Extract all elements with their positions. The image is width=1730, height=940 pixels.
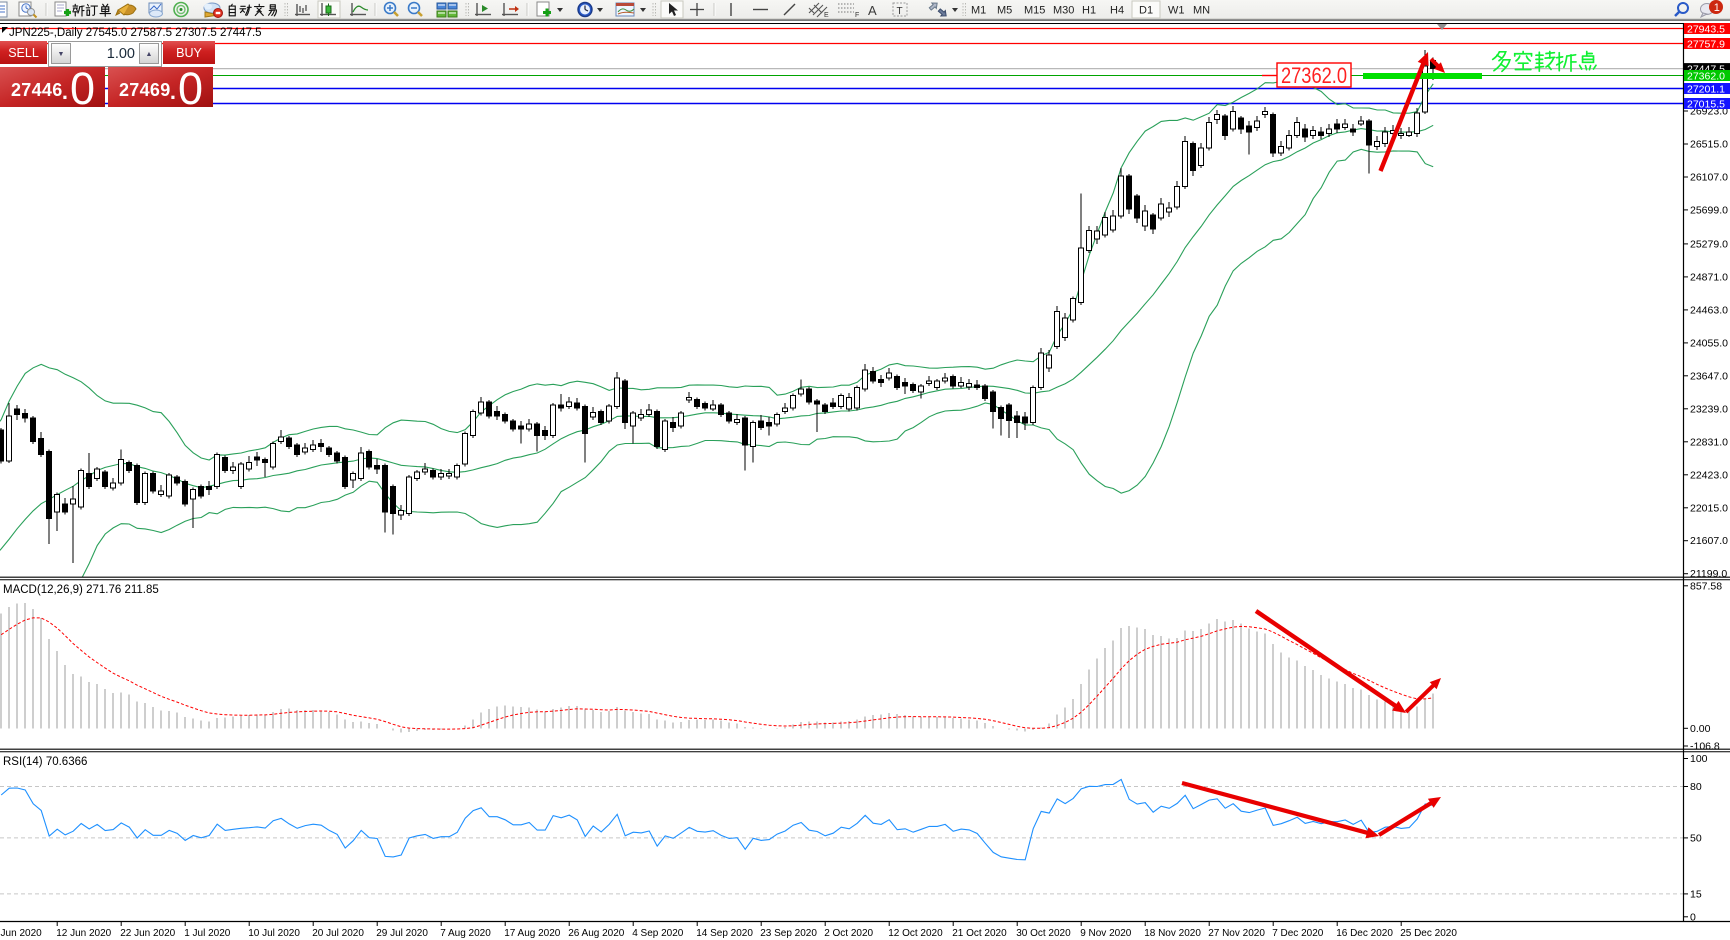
- svg-text:17 Aug 2020: 17 Aug 2020: [504, 928, 561, 939]
- svg-text:27015.5: 27015.5: [1687, 98, 1725, 110]
- svg-text:80: 80: [1690, 781, 1702, 793]
- svg-text:26 Aug 2020: 26 Aug 2020: [568, 928, 625, 939]
- svg-text:22015.0: 22015.0: [1690, 502, 1728, 514]
- svg-text:9 Nov 2020: 9 Nov 2020: [1080, 928, 1132, 939]
- svg-text:M30: M30: [1053, 5, 1074, 17]
- svg-text:22831.0: 22831.0: [1690, 436, 1728, 448]
- svg-text:RSI(14) 70.6366: RSI(14) 70.6366: [3, 756, 87, 768]
- svg-text:M15: M15: [1024, 5, 1045, 17]
- svg-text:7 Aug 2020: 7 Aug 2020: [440, 928, 491, 939]
- svg-text:0: 0: [1690, 911, 1696, 923]
- svg-text:20 Jul 2020: 20 Jul 2020: [312, 928, 364, 939]
- svg-text:14 Sep 2020: 14 Sep 2020: [696, 928, 753, 939]
- svg-text:JPN225-,Daily 27545.0 27587.5: JPN225-,Daily 27545.0 27587.5 27307.5 27…: [9, 27, 262, 39]
- svg-text:27362.0: 27362.0: [1281, 63, 1347, 88]
- svg-text:23239.0: 23239.0: [1690, 403, 1728, 415]
- svg-text:3 Jun 2020: 3 Jun 2020: [0, 928, 42, 939]
- svg-text:H1: H1: [1082, 5, 1096, 17]
- svg-text:27 Nov 2020: 27 Nov 2020: [1208, 928, 1265, 939]
- svg-text:12 Oct 2020: 12 Oct 2020: [888, 928, 943, 939]
- svg-text:21199.0: 21199.0: [1690, 568, 1727, 580]
- svg-text:10 Jul 2020: 10 Jul 2020: [248, 928, 300, 939]
- svg-text:7 Dec 2020: 7 Dec 2020: [1272, 928, 1324, 939]
- svg-text:24055.0: 24055.0: [1690, 337, 1728, 349]
- svg-text:M5: M5: [997, 5, 1012, 17]
- svg-text:M1: M1: [971, 5, 986, 17]
- svg-text:A: A: [868, 3, 877, 18]
- svg-text:22423.0: 22423.0: [1690, 469, 1728, 481]
- svg-text:26107.0: 26107.0: [1690, 172, 1728, 184]
- svg-text:2 Oct 2020: 2 Oct 2020: [824, 928, 873, 939]
- svg-text:27943.5: 27943.5: [1687, 23, 1725, 35]
- svg-text:29 Jul 2020: 29 Jul 2020: [376, 928, 428, 939]
- svg-text:1: 1: [1714, 2, 1720, 14]
- svg-text:27201.1: 27201.1: [1687, 83, 1725, 95]
- svg-text:E: E: [824, 12, 829, 19]
- svg-text:23 Sep 2020: 23 Sep 2020: [760, 928, 817, 939]
- svg-text:23647.0: 23647.0: [1690, 370, 1728, 382]
- svg-text:18 Nov 2020: 18 Nov 2020: [1144, 928, 1201, 939]
- svg-text:15: 15: [1690, 888, 1702, 900]
- svg-text:26515.0: 26515.0: [1690, 139, 1728, 151]
- svg-text:W1: W1: [1168, 5, 1185, 17]
- svg-text:25 Dec 2020: 25 Dec 2020: [1400, 928, 1457, 939]
- svg-text:MN: MN: [1193, 5, 1210, 17]
- svg-text:4 Sep 2020: 4 Sep 2020: [632, 928, 684, 939]
- svg-text:25699.0: 25699.0: [1690, 204, 1728, 216]
- svg-text:27757.9: 27757.9: [1687, 38, 1725, 50]
- svg-text:50: 50: [1690, 832, 1702, 844]
- svg-text:21607.0: 21607.0: [1690, 535, 1728, 547]
- svg-text:857.58: 857.58: [1690, 580, 1722, 592]
- svg-text:22 Jun 2020: 22 Jun 2020: [120, 928, 175, 939]
- svg-text:F: F: [855, 12, 859, 19]
- svg-text:21 Oct 2020: 21 Oct 2020: [952, 928, 1007, 939]
- svg-text:24463.0: 24463.0: [1690, 304, 1728, 316]
- svg-text:1 Jul 2020: 1 Jul 2020: [184, 928, 231, 939]
- svg-text:H4: H4: [1110, 5, 1124, 17]
- svg-text:-106.8: -106.8: [1690, 741, 1720, 753]
- svg-text:27362.0: 27362.0: [1687, 70, 1725, 82]
- svg-text:100: 100: [1690, 753, 1708, 765]
- svg-text:16 Dec 2020: 16 Dec 2020: [1336, 928, 1393, 939]
- svg-text:24871.0: 24871.0: [1690, 271, 1728, 283]
- svg-text:30 Oct 2020: 30 Oct 2020: [1016, 928, 1071, 939]
- svg-text:T: T: [897, 6, 903, 17]
- svg-text:MACD(12,26,9) 271.76 211.85: MACD(12,26,9) 271.76 211.85: [3, 584, 159, 596]
- svg-text:25279.0: 25279.0: [1690, 238, 1728, 250]
- svg-text:D1: D1: [1139, 5, 1153, 17]
- svg-text:0.00: 0.00: [1690, 723, 1711, 735]
- svg-text:12 Jun 2020: 12 Jun 2020: [56, 928, 111, 939]
